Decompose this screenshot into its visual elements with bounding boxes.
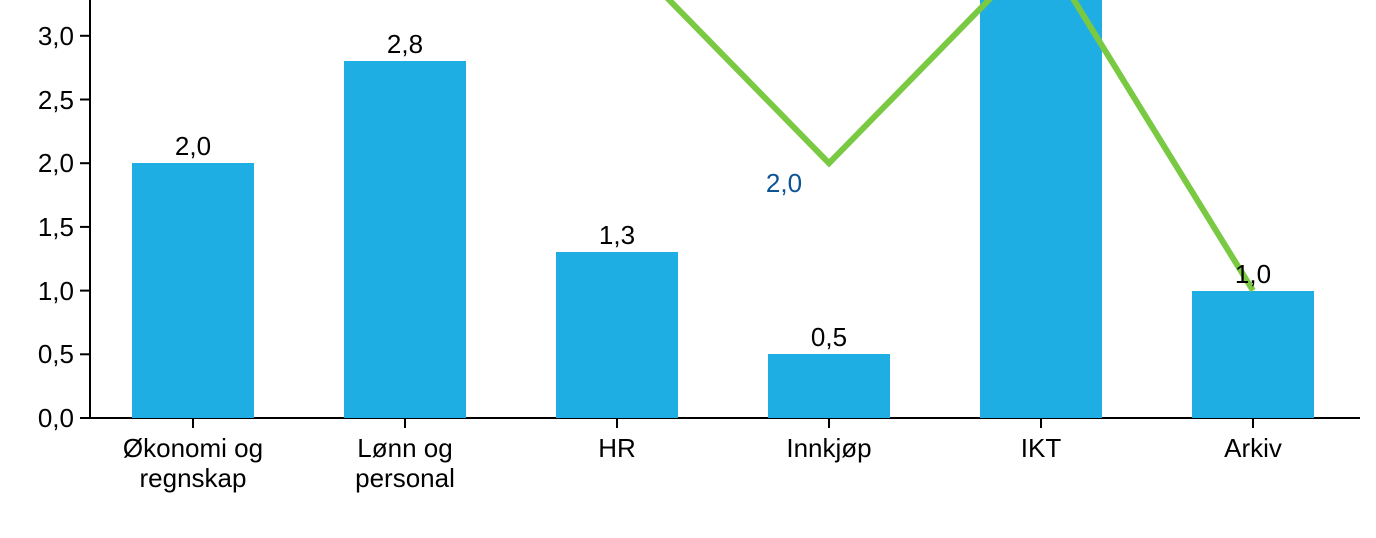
x-category-label: Lønn og personal [305, 434, 505, 494]
x-category-label: HR [517, 434, 717, 464]
line-value-label: 2,0 [724, 168, 844, 199]
combined-bar-line-chart: 0,0 0,5 1,0 1,5 2,0 2,5 3,0 Økonomi og regnskap… [0, 0, 1376, 538]
bar [980, 0, 1102, 418]
y-tick-label: 1,0 [38, 276, 74, 307]
x-category-label: Innkjøp [729, 434, 929, 464]
y-tick-label: 0,0 [38, 403, 74, 434]
y-tick-label: 3,0 [38, 21, 74, 52]
bar [768, 354, 890, 418]
y-tick-label: 1,5 [38, 212, 74, 243]
bar [1192, 291, 1314, 418]
bar [556, 252, 678, 418]
bar-value-label: 1,3 [557, 220, 677, 251]
x-category-label: IKT [941, 434, 1141, 464]
x-category-label: Økonomi og regnskap [93, 434, 293, 494]
bar [132, 163, 254, 418]
x-category-label: Arkiv [1153, 434, 1353, 464]
y-tick-label: 2,0 [38, 148, 74, 179]
y-tick-label: 2,5 [38, 85, 74, 116]
bar [344, 61, 466, 418]
bar-value-label: 2,0 [133, 131, 253, 162]
bar-value-label: 2,8 [345, 29, 465, 60]
y-tick-label: 0,5 [38, 339, 74, 370]
bar-value-label: 1,0 [1193, 259, 1313, 290]
bar-value-label: 0,5 [769, 322, 889, 353]
